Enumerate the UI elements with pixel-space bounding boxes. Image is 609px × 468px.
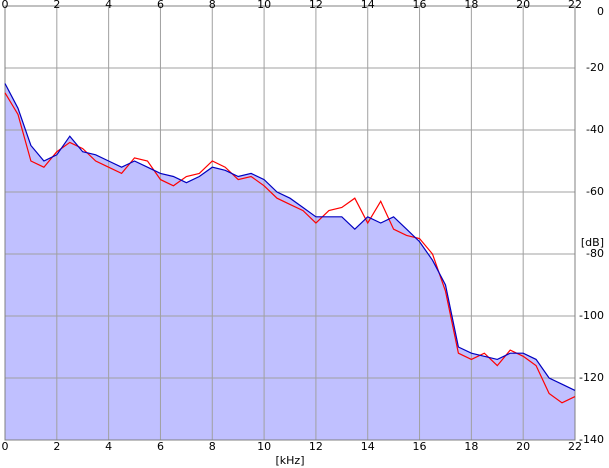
x-tick-label: 20 bbox=[516, 440, 530, 453]
x-tick-label: 12 bbox=[309, 440, 323, 453]
x-tick-label: 10 bbox=[257, 440, 271, 453]
x-tick-label: 2 bbox=[53, 440, 60, 453]
x-tick-label: 16 bbox=[413, 0, 427, 11]
x-tick-label: 4 bbox=[105, 440, 112, 453]
area-fill bbox=[5, 83, 575, 440]
y-tick-label: -100 bbox=[579, 309, 604, 322]
x-tick-label: 18 bbox=[464, 0, 478, 11]
x-axis-label: [kHz] bbox=[276, 454, 305, 467]
series-line bbox=[4, 83, 576, 391]
y-tick-label: -140 bbox=[579, 433, 604, 446]
x-tick-label: 14 bbox=[361, 440, 375, 453]
x-tick-label: 18 bbox=[464, 440, 478, 453]
x-tick-label: 10 bbox=[257, 0, 271, 11]
x-tick-label: 0 bbox=[2, 0, 9, 11]
x-tick-label: 0 bbox=[2, 440, 9, 453]
x-tick-label: 8 bbox=[209, 440, 216, 453]
x-tick-label: 22 bbox=[568, 0, 582, 11]
x-tick-label: 22 bbox=[568, 440, 582, 453]
y-tick-label: -80 bbox=[586, 247, 604, 260]
y-tick-label: -40 bbox=[586, 123, 604, 136]
y-tick-label: -60 bbox=[586, 185, 604, 198]
x-tick-label: 6 bbox=[157, 0, 164, 11]
x-tick-label: 12 bbox=[309, 0, 323, 11]
plot-border bbox=[4, 5, 576, 441]
y-axis-label: [dB] bbox=[581, 236, 604, 249]
x-tick-label: 14 bbox=[361, 0, 375, 11]
y-tick-label: -20 bbox=[586, 61, 604, 74]
x-tick-label: 2 bbox=[53, 0, 60, 11]
x-tick-label: 6 bbox=[157, 440, 164, 453]
x-tick-label: 8 bbox=[209, 0, 216, 11]
x-tick-label: 20 bbox=[516, 0, 530, 11]
x-tick-label: 16 bbox=[413, 440, 427, 453]
x-tick-label: 4 bbox=[105, 0, 112, 11]
y-tick-label: 0 bbox=[597, 5, 604, 18]
y-tick-label: -120 bbox=[579, 371, 604, 384]
